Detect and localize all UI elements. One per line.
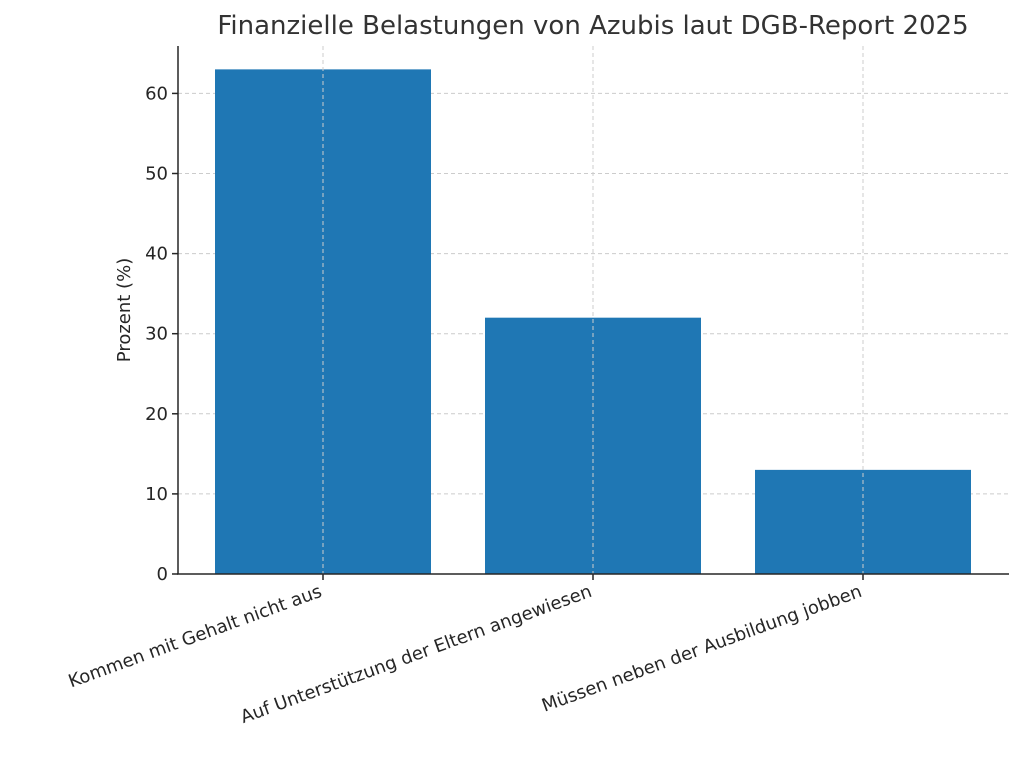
y-tick-label: 0: [157, 564, 168, 585]
y-tick-label: 60: [145, 83, 168, 104]
chart-title: Finanzielle Belastungen von Azubis laut …: [217, 11, 968, 41]
y-tick-label: 20: [145, 404, 168, 425]
y-tick-label: 40: [145, 244, 168, 265]
x-tick-label: Kommen mit Gehalt nicht aus: [66, 581, 325, 692]
y-tick-label: 10: [145, 484, 168, 505]
y-tick-label: 50: [145, 164, 168, 185]
x-gridlines-overlay: [322, 46, 864, 574]
y-axis-ticks: 0 10 20 30 40 50 60: [145, 83, 178, 585]
y-tick-label: 30: [145, 324, 168, 345]
y-axis-label: Prozent (%): [114, 258, 135, 362]
